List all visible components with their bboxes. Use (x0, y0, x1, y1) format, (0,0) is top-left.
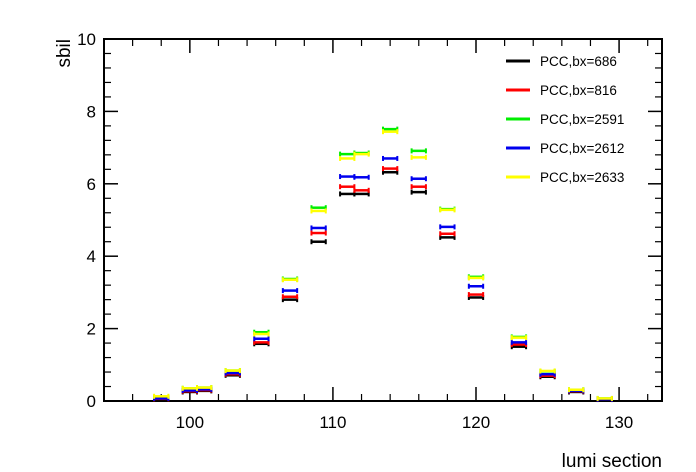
data-point (339, 191, 356, 197)
data-point (596, 395, 613, 401)
data-point (339, 184, 356, 190)
data-point (196, 385, 213, 391)
data-point (310, 230, 327, 236)
data-point (224, 368, 241, 374)
data-point (467, 283, 485, 289)
series-4 (153, 129, 613, 401)
data-point (510, 339, 528, 345)
data-point (439, 224, 456, 230)
x-tick-label: 110 (319, 413, 346, 432)
data-point (539, 368, 556, 374)
data-point (410, 154, 427, 160)
data-marks (153, 126, 613, 403)
y-tick-label: 2 (87, 320, 96, 339)
data-point (310, 239, 327, 245)
legend-label: PCC,bx=2633 (540, 170, 624, 185)
legend-label: PCC,bx=2612 (540, 141, 624, 156)
data-point (382, 155, 399, 161)
data-point (439, 207, 456, 213)
legend-label: PCC,bx=2591 (540, 112, 624, 127)
legend-item: PCC,bx=2612 (506, 141, 624, 156)
y-tick-label: 8 (87, 102, 96, 121)
data-point (353, 191, 370, 197)
legend-item: PCC,bx=816 (506, 83, 617, 98)
data-point (339, 174, 356, 180)
data-point (353, 151, 370, 157)
data-point (410, 176, 427, 182)
data-point (281, 277, 299, 283)
y-tick-label: 0 (87, 392, 96, 411)
data-point (153, 393, 170, 399)
legend-item: PCC,bx=2633 (506, 170, 624, 185)
axis-ticks (103, 38, 662, 402)
x-axis-label: lumi section (562, 451, 662, 472)
legend-label: PCC,bx=686 (540, 54, 617, 69)
data-point (310, 205, 327, 211)
data-point (439, 234, 456, 240)
series-3 (153, 155, 613, 402)
data-point (253, 336, 270, 342)
data-point (339, 155, 356, 161)
data-point (568, 387, 585, 393)
legend: PCC,bx=686 PCC,bx=816 PCC,bx=2591 PCC,bx=26… (506, 54, 624, 185)
data-point (253, 331, 270, 337)
y-tick-label: 4 (87, 247, 96, 266)
x-tick-label: 120 (462, 413, 490, 432)
series-0 (153, 169, 613, 403)
data-point (467, 275, 485, 281)
y-tick-label: 6 (87, 175, 96, 194)
legend-label: PCC,bx=816 (540, 83, 617, 98)
data-point (339, 151, 356, 157)
x-tick-label: 100 (176, 413, 204, 432)
data-point (353, 187, 370, 193)
series-1 (153, 166, 613, 402)
tick-labels: 100 110 120 130 0 2 4 6 8 10 (77, 30, 633, 432)
data-point (382, 166, 399, 172)
data-point (310, 225, 327, 231)
plot-frame (103, 38, 663, 402)
data-point (281, 288, 299, 294)
data-point (410, 148, 427, 154)
data-point (410, 184, 427, 190)
data-point (439, 231, 456, 237)
data-point (353, 174, 370, 180)
y-tick-label: 10 (77, 30, 96, 49)
y-axis-label: sbil (54, 39, 75, 68)
data-point (510, 335, 528, 341)
data-point (382, 129, 399, 135)
data-point (310, 208, 327, 214)
x-tick-label: 130 (605, 413, 633, 432)
legend-item: PCC,bx=686 (506, 54, 617, 69)
data-point (410, 189, 427, 195)
data-point (467, 292, 485, 298)
data-point (281, 294, 299, 300)
data-point (382, 169, 399, 175)
legend-item: PCC,bx=2591 (506, 112, 624, 127)
